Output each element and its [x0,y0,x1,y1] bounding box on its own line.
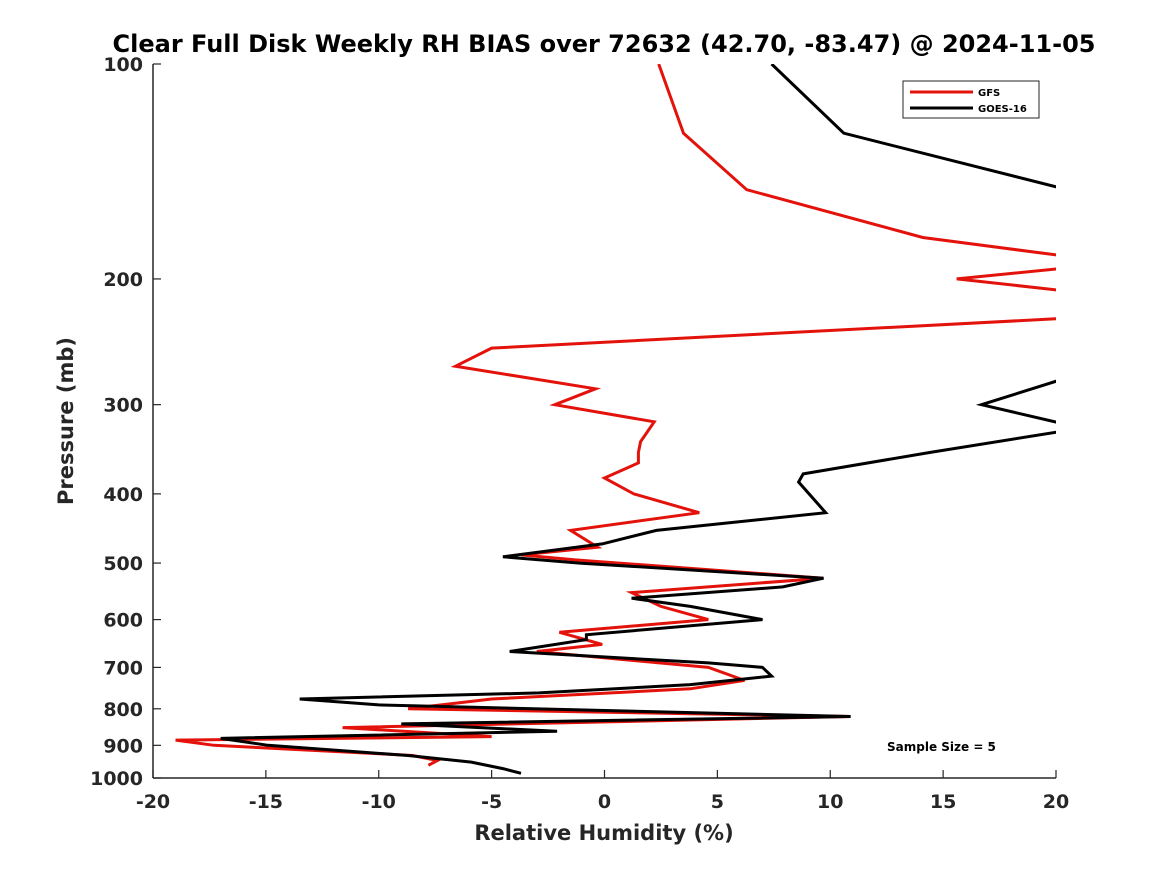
series-line-goes-16 [220,64,1056,775]
legend: GFS GOES-16 [902,80,1040,119]
sample-size-annotation: Sample Size = 5 [887,740,996,754]
legend-box [902,80,1040,119]
x-tick-label: -5 [481,791,502,813]
y-tick-label: 500 [103,553,143,575]
x-ticks: -20 -15 -10 -5 0 5 10 15 20 [136,770,1069,813]
y-tick-label: 300 [103,395,143,417]
y-tick-label: 200 [103,269,143,291]
legend-label: GFS [978,88,1000,99]
y-tick-label: 1000 [90,768,143,790]
chart-title: Clear Full Disk Weekly RH BIAS over 7263… [113,30,1096,58]
x-axis-label: Relative Humidity (%) [474,821,733,845]
y-ticks: 100 200 300 400 500 600 700 800 900 1000 [90,54,161,790]
y-tick-label: 900 [103,735,143,757]
x-tick-label: 5 [711,791,724,813]
y-tick-label: 800 [103,699,143,721]
x-tick-label: 10 [817,791,843,813]
series-line-gfs [175,64,1056,767]
y-tick-label: 400 [103,484,143,506]
x-tick-label: -10 [362,791,396,813]
legend-label: GOES-16 [978,104,1027,115]
y-tick-label: 100 [103,54,143,76]
x-tick-label: 15 [930,791,956,813]
x-tick-label: -15 [249,791,283,813]
x-tick-label: 0 [598,791,611,813]
x-tick-label: -20 [136,791,170,813]
series-layer [175,64,1056,775]
x-tick-label: 20 [1043,791,1069,813]
y-axis-label: Pressure (mb) [54,337,78,505]
y-tick-label: 600 [103,610,143,632]
y-tick-label: 700 [103,657,143,679]
